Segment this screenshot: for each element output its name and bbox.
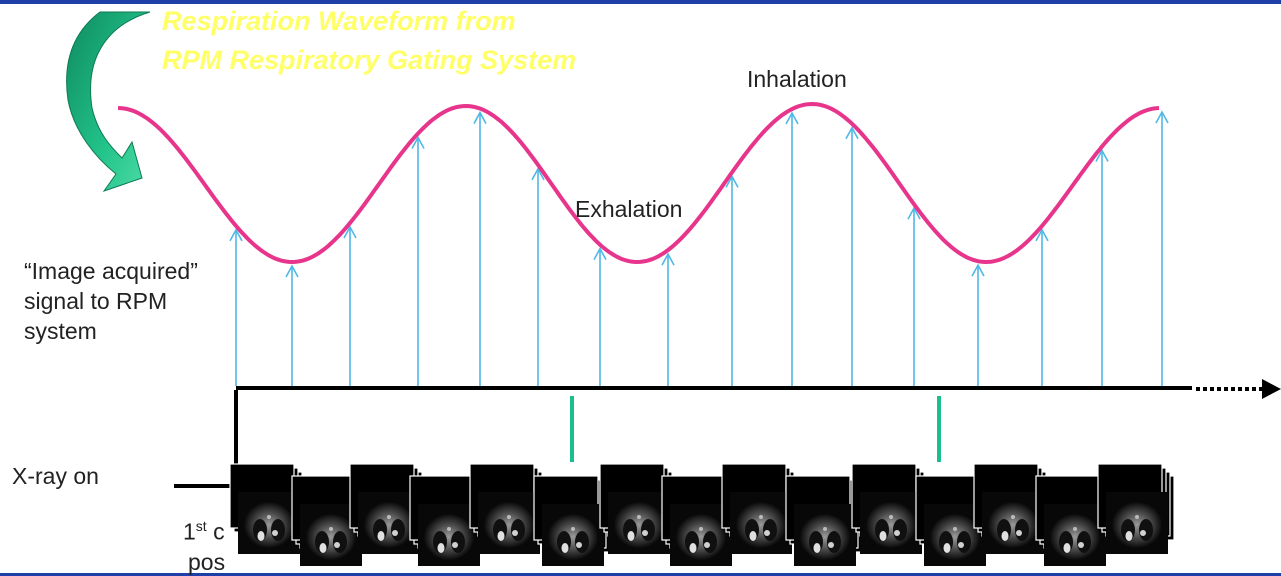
inhalation-label: Inhalation	[747, 66, 847, 93]
signal-arrow	[344, 227, 356, 386]
signal-arrow	[594, 249, 606, 386]
ct-slice-thumbnail-icon	[478, 492, 540, 554]
respiration-waveform	[118, 104, 1159, 262]
image-acquired-signal-label: “Image acquired” signal to RPM system	[24, 256, 198, 346]
ct-slice-thumbnail-icon	[542, 504, 604, 566]
signal-arrow	[972, 265, 984, 386]
signal-arrow	[662, 254, 674, 386]
xray-on-label: X-ray on	[12, 463, 99, 490]
title-line-1: Respiration Waveform from	[162, 6, 516, 37]
ct-slice-thumbnail-icon	[860, 492, 922, 554]
signal-arrow	[846, 128, 858, 386]
caption-row-1-rest: c	[207, 519, 225, 545]
title-line-2: RPM Respiratory Gating System	[162, 45, 576, 76]
ct-slice-thumbnail-icon	[608, 492, 670, 554]
caption-row-1-number: 1	[183, 519, 196, 545]
exhalation-label: Exhalation	[575, 196, 682, 223]
caption-row-2: pos	[188, 549, 225, 576]
signal-label-line-2: signal to RPM	[24, 286, 198, 316]
ct-slice-thumbnail-icon	[794, 504, 856, 566]
acquired-image-stacks	[230, 464, 1174, 566]
image-acquired-signal-arrows	[230, 112, 1168, 386]
signal-label-line-3: system	[24, 316, 198, 346]
signal-arrow	[1156, 112, 1168, 386]
signal-arrow	[286, 266, 298, 386]
ct-slice-thumbnail-icon	[730, 492, 792, 554]
caption-row-1-sup: st	[196, 518, 207, 534]
ct-slice-thumbnail-icon	[982, 492, 1044, 554]
signal-arrow	[230, 230, 242, 386]
signal-arrow	[1096, 151, 1108, 387]
image-stack	[534, 476, 610, 566]
signal-arrow	[786, 113, 798, 386]
image-stack	[1098, 464, 1174, 554]
image-stack	[786, 476, 862, 566]
ct-slice-thumbnail-icon	[1044, 504, 1106, 566]
signal-arrow	[1036, 230, 1048, 386]
caption-row-1: 1st c	[183, 518, 225, 546]
signal-arrow	[726, 176, 738, 386]
ct-slice-thumbnail-icon	[238, 492, 300, 554]
signal-arrow	[532, 169, 544, 386]
signal-arrow	[412, 138, 424, 386]
signal-arrow	[908, 208, 920, 386]
ct-slice-thumbnail-icon	[1106, 492, 1168, 554]
signal-label-line-1: “Image acquired”	[24, 256, 198, 286]
signal-arrow	[474, 113, 486, 386]
curved-arrow-icon	[67, 12, 150, 191]
timeline-arrow-icon	[1262, 379, 1281, 399]
